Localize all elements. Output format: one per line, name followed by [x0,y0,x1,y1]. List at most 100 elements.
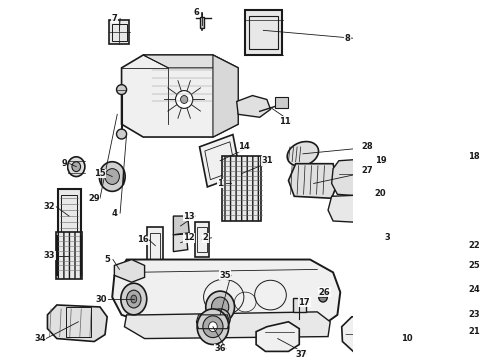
Bar [245,10,282,54]
Text: 21: 21 [468,327,480,336]
Ellipse shape [121,283,147,315]
Text: 26: 26 [318,288,330,297]
Polygon shape [237,95,270,117]
Ellipse shape [131,295,137,303]
Bar [61,195,77,237]
Bar [150,233,160,262]
Bar [275,96,288,108]
Text: 8: 8 [344,34,350,43]
Ellipse shape [212,297,229,317]
Ellipse shape [454,286,465,298]
Bar [197,228,207,252]
Ellipse shape [99,162,125,192]
Polygon shape [114,260,145,282]
Ellipse shape [117,85,126,95]
Text: 36: 36 [214,344,226,353]
Ellipse shape [175,91,193,108]
Polygon shape [289,164,338,198]
Text: 14: 14 [238,143,250,152]
Bar [112,24,126,41]
Text: 33: 33 [44,251,55,260]
Text: 32: 32 [44,202,55,211]
Text: 23: 23 [468,310,480,319]
Text: 35: 35 [220,271,231,280]
Ellipse shape [441,257,478,277]
Bar [195,222,209,257]
Text: 7: 7 [112,14,117,23]
Text: 10: 10 [401,334,413,343]
Text: 16: 16 [137,235,149,244]
Text: 24: 24 [468,285,480,294]
Text: 13: 13 [183,212,195,221]
Polygon shape [256,322,299,351]
Text: 22: 22 [468,241,480,250]
Bar [57,189,80,243]
Bar [56,232,82,279]
Bar [147,227,163,269]
Text: 31: 31 [261,156,273,165]
Ellipse shape [210,309,230,329]
Ellipse shape [180,95,188,103]
Text: 17: 17 [298,297,310,306]
Ellipse shape [441,316,478,347]
Bar [66,307,91,337]
Ellipse shape [444,303,475,327]
Bar [109,21,129,44]
Text: 27: 27 [362,166,373,175]
Ellipse shape [318,292,327,302]
Text: 3: 3 [385,233,391,242]
Ellipse shape [444,278,475,306]
Bar [249,15,278,49]
Text: 19: 19 [375,156,387,165]
Ellipse shape [206,291,235,323]
Text: 29: 29 [88,194,100,203]
Ellipse shape [105,168,120,184]
Text: 2: 2 [203,233,209,242]
Polygon shape [173,234,188,252]
Text: 1: 1 [217,179,223,188]
Polygon shape [112,260,340,332]
Ellipse shape [126,290,141,308]
Text: 11: 11 [279,117,291,126]
Polygon shape [342,315,404,351]
Ellipse shape [68,157,85,176]
Polygon shape [378,159,470,228]
Text: 5: 5 [104,255,110,264]
Bar [205,142,235,180]
Text: 12: 12 [183,233,195,242]
Polygon shape [328,194,378,223]
Text: 25: 25 [468,261,480,270]
Text: 4: 4 [111,208,117,217]
Ellipse shape [197,309,229,345]
Ellipse shape [72,162,80,172]
Bar [366,225,384,250]
Text: 15: 15 [94,169,106,178]
Ellipse shape [117,129,126,139]
Ellipse shape [451,324,468,339]
Text: 28: 28 [362,143,373,152]
Text: 30: 30 [96,294,107,303]
Bar [362,221,388,255]
Text: 18: 18 [468,152,480,161]
Polygon shape [143,55,238,68]
Ellipse shape [438,273,481,312]
Ellipse shape [440,228,480,264]
Text: 9: 9 [61,159,67,168]
Text: 20: 20 [375,189,387,198]
Ellipse shape [287,141,318,166]
Polygon shape [332,159,376,196]
Text: 6: 6 [194,8,199,17]
Ellipse shape [450,308,470,322]
Ellipse shape [209,322,217,332]
Text: 34: 34 [34,334,46,343]
Bar [200,17,204,28]
Polygon shape [173,216,189,235]
Polygon shape [124,312,330,338]
Bar [199,135,241,187]
Polygon shape [48,305,107,342]
Text: 37: 37 [295,350,307,359]
Bar [222,156,262,221]
Polygon shape [213,55,238,137]
Ellipse shape [203,316,223,338]
Polygon shape [122,55,238,137]
